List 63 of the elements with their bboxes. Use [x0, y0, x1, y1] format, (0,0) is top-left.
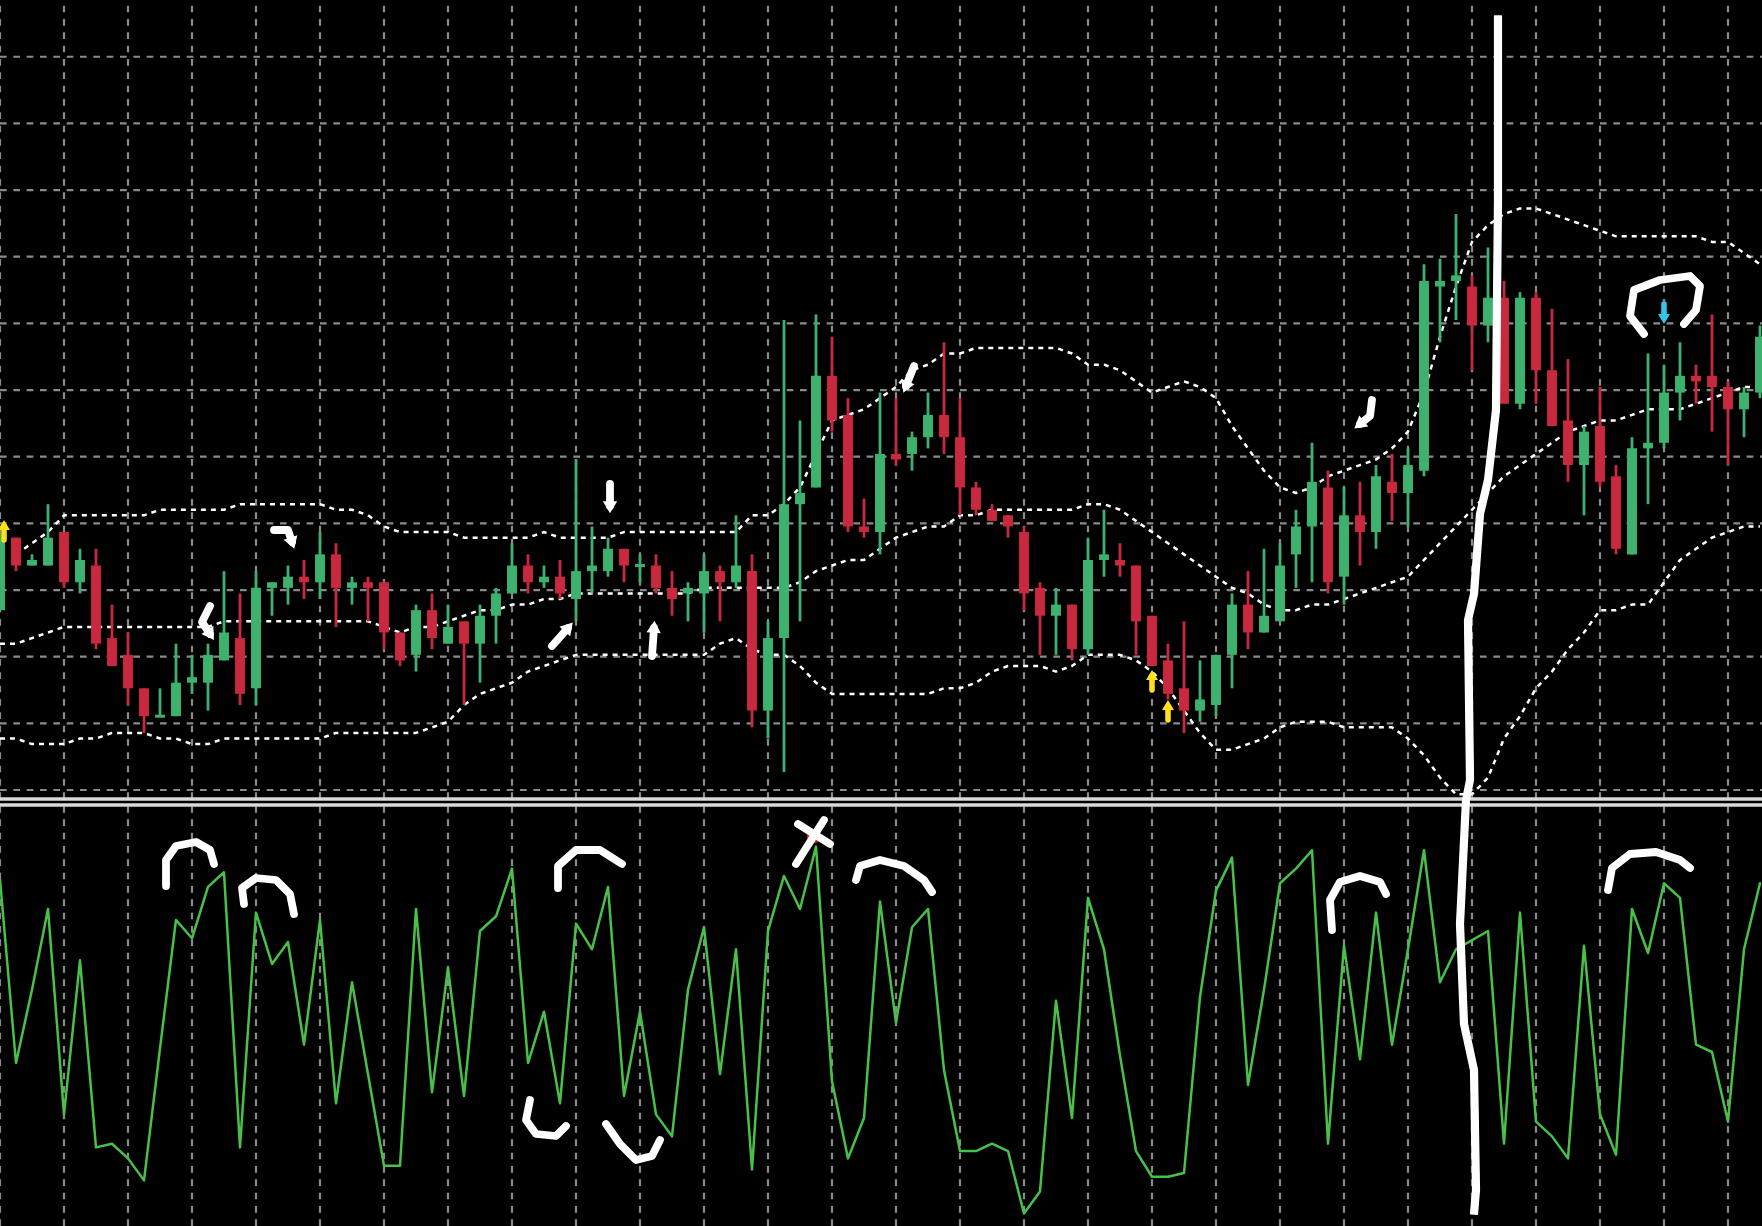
candlestick	[43, 502, 53, 567]
candlestick	[555, 558, 565, 601]
candlestick	[1579, 424, 1589, 517]
candlestick	[795, 419, 805, 623]
candlestick	[1067, 603, 1077, 662]
candlestick	[1003, 513, 1013, 540]
candlestick	[203, 642, 213, 713]
candlestick	[859, 497, 869, 540]
candlestick	[155, 686, 165, 718]
candlestick	[1243, 569, 1253, 651]
candlestick	[1051, 586, 1061, 657]
candlestick	[1387, 452, 1397, 523]
candlestick	[1355, 480, 1365, 567]
candlestick	[1035, 580, 1045, 657]
candlestick	[1739, 385, 1749, 439]
candlestick	[1115, 541, 1125, 579]
candlestick	[395, 631, 405, 668]
candlestick	[731, 513, 741, 590]
candlestick	[651, 552, 661, 595]
candlestick	[1195, 659, 1205, 724]
candlestick	[619, 547, 629, 584]
candlestick	[539, 564, 549, 590]
candlestick	[1163, 642, 1173, 701]
candlestick	[459, 619, 469, 707]
candlestick	[363, 575, 373, 623]
candlestick	[283, 564, 293, 606]
candlestick	[139, 686, 149, 735]
candlestick	[1291, 508, 1301, 590]
candlestick	[923, 391, 933, 450]
candlestick	[1307, 441, 1317, 584]
candlestick	[523, 552, 533, 595]
candlestick	[971, 480, 981, 517]
candlestick	[427, 592, 437, 651]
candlestick	[11, 536, 21, 573]
candlestick	[1643, 352, 1653, 506]
candlestick	[331, 541, 341, 629]
candlestick	[1563, 357, 1573, 484]
candlestick	[1675, 340, 1685, 422]
candlestick	[1691, 363, 1701, 406]
candlestick	[1451, 212, 1461, 322]
candlestick	[1483, 246, 1493, 344]
candlestick	[667, 569, 677, 618]
candlestick	[491, 586, 501, 646]
candlestick	[1707, 313, 1717, 434]
candlestick	[171, 642, 181, 718]
candlestick	[1435, 257, 1445, 344]
candlestick	[1179, 619, 1189, 735]
candlestick	[1259, 547, 1269, 634]
candlestick	[1099, 508, 1109, 579]
candlestick	[107, 603, 117, 668]
candlestick	[715, 564, 725, 623]
candlestick	[475, 603, 485, 685]
candlestick	[907, 430, 917, 473]
candlestick	[299, 558, 309, 601]
candlestick	[411, 603, 421, 673]
candlestick	[347, 575, 357, 606]
candlestick	[267, 580, 277, 618]
candlestick	[75, 547, 85, 595]
candlestick	[587, 525, 597, 595]
candlestick	[603, 536, 613, 579]
candlestick	[939, 340, 949, 456]
candlestick	[683, 580, 693, 623]
candlestick	[219, 569, 229, 662]
